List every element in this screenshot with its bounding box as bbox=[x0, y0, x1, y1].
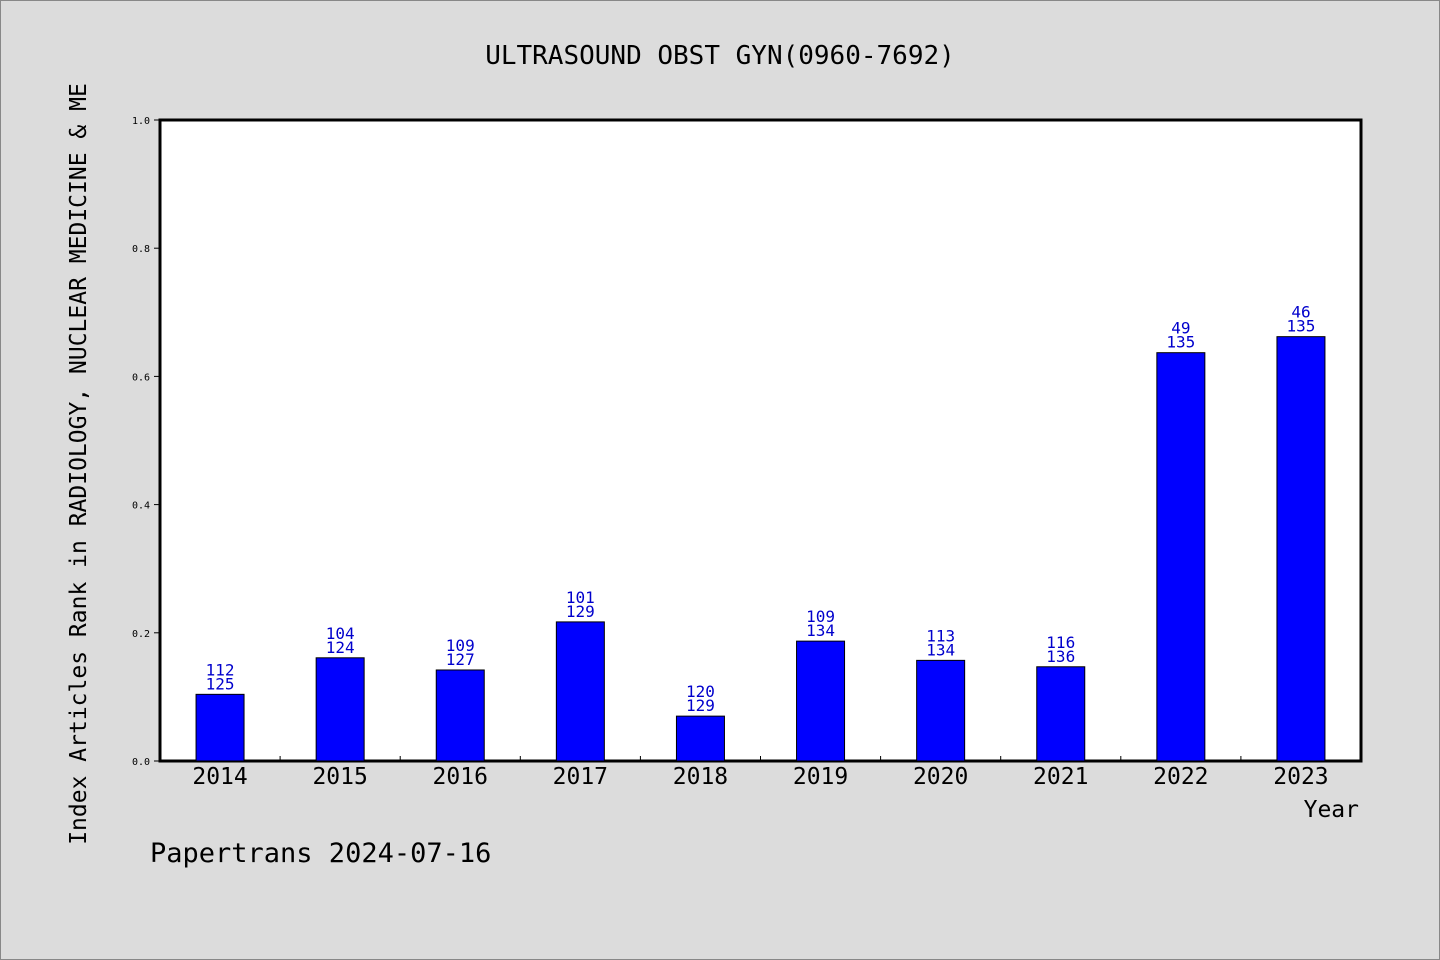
bar-rank-label: 104 bbox=[326, 624, 355, 643]
y-axis-label: Index Articles Rank in RADIOLOGY, NUCLEA… bbox=[66, 83, 92, 845]
x-tick-label: 2023 bbox=[1273, 764, 1328, 790]
x-tick-label: 2016 bbox=[433, 764, 488, 790]
bar bbox=[195, 693, 245, 762]
bar-total-label: 124 bbox=[326, 638, 355, 657]
bar bbox=[796, 640, 846, 762]
y-tick-label: 0.4 bbox=[132, 501, 150, 512]
y-axis: 0.0 0.2 0.4 0.6 0.8 1.0 bbox=[132, 116, 160, 768]
bar-total-label: 129 bbox=[566, 602, 595, 621]
bar-total-label: 136 bbox=[1046, 647, 1075, 666]
bar-rank-label: 120 bbox=[686, 682, 715, 701]
x-tick-label: 2018 bbox=[673, 764, 728, 790]
bar bbox=[315, 657, 365, 762]
y-tick-label: 0.0 bbox=[132, 757, 150, 768]
bar bbox=[916, 659, 966, 762]
bar-total-label: 129 bbox=[686, 696, 715, 715]
x-tick-label: 2020 bbox=[913, 764, 968, 790]
x-tick-label: 2022 bbox=[1153, 764, 1208, 790]
bar-rank-label: 46 bbox=[1291, 303, 1310, 322]
bar-total-label: 127 bbox=[446, 650, 475, 669]
y-tick-label: 0.2 bbox=[132, 629, 150, 640]
bar bbox=[675, 715, 725, 762]
bar-rank-label: 109 bbox=[806, 607, 835, 626]
x-tick-label: 2017 bbox=[553, 764, 608, 790]
bar bbox=[1156, 352, 1206, 762]
bar bbox=[555, 621, 605, 762]
x-tick-label: 2015 bbox=[312, 764, 367, 790]
bar-rank-label: 112 bbox=[206, 660, 235, 679]
footer-credit: Papertrans 2024-07-16 bbox=[150, 838, 491, 869]
x-axis: 2014 2015 2016 2017 2018 2019 2020 2021 2022 2023 bbox=[192, 756, 1329, 790]
bar-total-label: 135 bbox=[1286, 317, 1315, 336]
chart-title: ULTRASOUND OBST GYN(0960-7692) bbox=[485, 41, 955, 71]
bar-total-label: 125 bbox=[206, 674, 235, 693]
bar-total-label: 134 bbox=[926, 640, 955, 659]
x-tick-label: 2014 bbox=[192, 764, 247, 790]
bar-total-label: 135 bbox=[1166, 333, 1195, 352]
bar-rank-label: 113 bbox=[926, 626, 955, 645]
bar-rank-label: 49 bbox=[1171, 319, 1190, 338]
x-tick-label: 2021 bbox=[1033, 764, 1088, 790]
x-axis-label: Year bbox=[1304, 797, 1359, 823]
y-tick-label: 1.0 bbox=[132, 116, 150, 127]
y-tick-label: 0.8 bbox=[132, 244, 150, 255]
bar bbox=[435, 669, 485, 762]
x-tick-label: 2019 bbox=[793, 764, 848, 790]
bar-total-label: 134 bbox=[806, 621, 835, 640]
bar-rank-label: 116 bbox=[1046, 633, 1075, 652]
bar bbox=[1036, 666, 1086, 762]
y-tick-label: 0.6 bbox=[132, 372, 150, 383]
bar-rank-label: 109 bbox=[446, 636, 475, 655]
bar bbox=[1276, 336, 1326, 762]
bar-rank-label: 101 bbox=[566, 588, 595, 607]
